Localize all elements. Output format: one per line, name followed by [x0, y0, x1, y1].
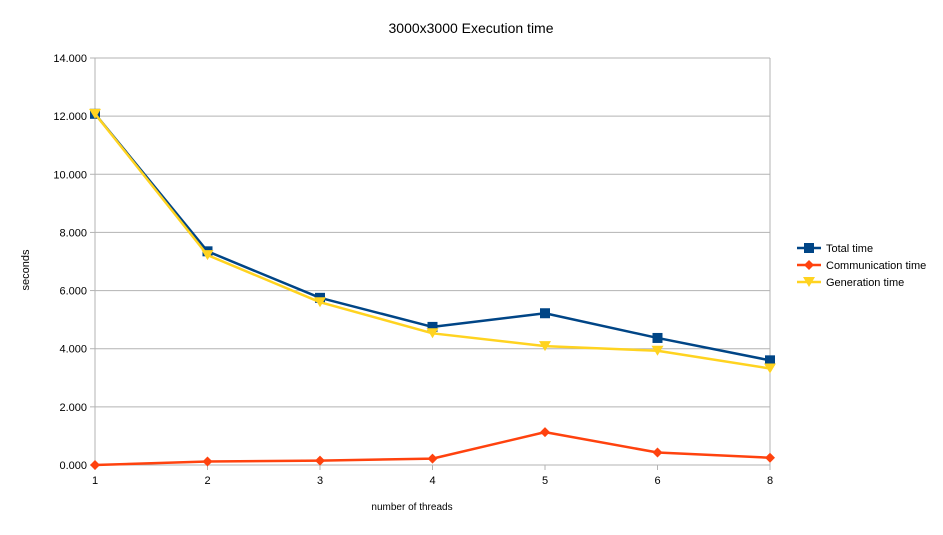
data-point	[764, 363, 776, 374]
legend-label: Communication time	[826, 260, 926, 272]
y-tick-label: 14.000	[53, 53, 87, 65]
data-point	[201, 250, 214, 261]
data-point	[540, 308, 550, 319]
chart-title: 3000x3000 Execution time	[389, 20, 554, 36]
legend-label: Total time	[826, 243, 873, 255]
legend-swatch-marker	[804, 260, 814, 270]
series-group	[89, 108, 776, 470]
legend: Total time Communication time Generation t…	[797, 243, 926, 289]
data-point	[765, 355, 775, 366]
data-point	[427, 321, 438, 332]
y-tick-label: 2.000	[59, 402, 87, 414]
data-point	[651, 345, 664, 356]
series-generation-time	[89, 108, 776, 374]
y-tick-label: 10.000	[53, 169, 87, 181]
y-axis-label: seconds	[20, 249, 32, 290]
data-point	[202, 456, 213, 467]
data-point	[540, 427, 550, 438]
x-tick-label: 8	[767, 475, 773, 487]
data-point	[90, 460, 100, 470]
data-point	[652, 447, 663, 458]
data-point	[765, 452, 775, 463]
y-tick-label: 8.000	[59, 227, 87, 239]
data-point	[315, 455, 325, 466]
legend-swatch-marker	[804, 243, 814, 253]
y-tick-label: 6.000	[59, 286, 87, 298]
x-tick-label: 6	[654, 475, 660, 487]
data-point	[426, 328, 439, 339]
legend-item: Generation time	[797, 277, 904, 289]
y-tick-label: 4.000	[59, 344, 87, 356]
data-point	[427, 453, 438, 464]
series-communication-time	[90, 427, 775, 470]
data-point	[89, 108, 101, 119]
legend-item: Total time	[797, 243, 873, 255]
y-tick-label: 0.000	[59, 460, 87, 472]
axes: 0.000 2.000 4.000 6.000 8.000 10.000 12.000 14.…	[53, 53, 773, 487]
y-tick-label: 12.000	[53, 111, 87, 123]
grid-lines	[95, 57, 770, 466]
x-tick-label: 3	[317, 475, 323, 487]
x-tick-label: 5	[542, 475, 548, 487]
legend-item: Communication time	[797, 260, 926, 272]
x-tick-label: 1	[92, 475, 98, 487]
data-point	[652, 332, 663, 343]
data-point	[539, 341, 551, 352]
legend-label: Generation time	[826, 277, 904, 289]
x-tick-label: 2	[204, 475, 210, 487]
data-point	[314, 297, 326, 308]
x-tick-label: 4	[429, 475, 435, 487]
legend-swatch-marker	[803, 277, 815, 287]
x-axis-label: number of threads	[371, 502, 452, 513]
